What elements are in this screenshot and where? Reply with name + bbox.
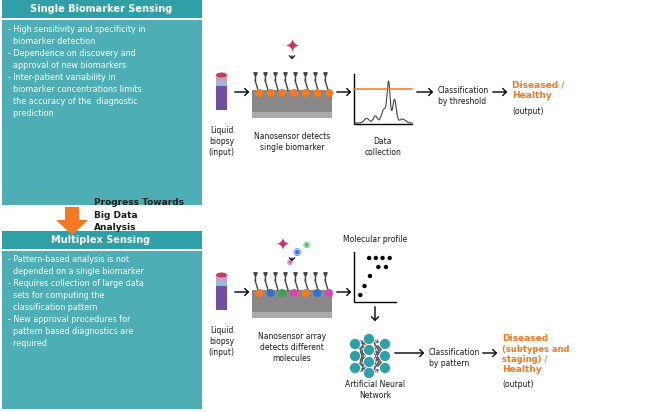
Bar [216, 75, 227, 110]
Bar [2, 251, 202, 409]
Polygon shape [56, 220, 88, 235]
Circle shape [302, 89, 310, 97]
Bar [252, 110, 332, 118]
Circle shape [362, 284, 367, 288]
Circle shape [314, 289, 321, 297]
Text: Data
collection: Data collection [364, 137, 401, 157]
Bar [216, 281, 227, 286]
Text: (subtypes and: (subtypes and [502, 345, 570, 354]
Text: Progress Towards
Big Data
Analysis: Progress Towards Big Data Analysis [94, 198, 184, 232]
Circle shape [350, 363, 360, 374]
Bar [65, 207, 79, 220]
Circle shape [364, 368, 374, 379]
Bar [252, 290, 332, 312]
Text: Classification
by threshold: Classification by threshold [438, 86, 489, 106]
Bar [2, 20, 202, 205]
Circle shape [379, 339, 391, 349]
Circle shape [290, 89, 298, 97]
Text: (output): (output) [502, 380, 533, 389]
Circle shape [364, 344, 374, 356]
Text: Multiplex Sensing: Multiplex Sensing [51, 235, 150, 245]
Circle shape [376, 265, 381, 269]
Circle shape [325, 89, 333, 97]
Circle shape [374, 256, 378, 260]
Ellipse shape [216, 73, 227, 77]
Circle shape [387, 256, 392, 260]
Circle shape [350, 351, 360, 361]
Bar [216, 286, 227, 310]
Circle shape [350, 339, 360, 349]
Bar [2, 231, 202, 249]
Circle shape [358, 293, 362, 297]
Bar [216, 81, 227, 86]
Circle shape [364, 356, 374, 368]
Text: Healthy: Healthy [502, 365, 542, 374]
Circle shape [302, 289, 310, 297]
Text: Nanosensor array
detects different
molecules: Nanosensor array detects different molec… [258, 332, 326, 363]
Circle shape [325, 289, 333, 297]
Text: Liquid
biopsy
(input): Liquid biopsy (input) [209, 326, 234, 357]
Circle shape [380, 256, 385, 260]
Circle shape [279, 89, 286, 97]
Circle shape [290, 289, 298, 297]
Bar [252, 90, 332, 112]
Text: Molecular profile: Molecular profile [343, 235, 407, 244]
Text: Artificial Neural
Network: Artificial Neural Network [345, 380, 405, 400]
Text: Healthy: Healthy [512, 91, 552, 100]
Circle shape [267, 289, 275, 297]
Text: Classification
by pattern: Classification by pattern [429, 348, 480, 368]
Circle shape [367, 256, 372, 260]
Bar [216, 86, 227, 110]
Text: ✦: ✦ [275, 237, 289, 255]
Text: ◉: ◉ [293, 247, 301, 257]
Circle shape [379, 363, 391, 374]
Text: (output): (output) [512, 107, 543, 116]
Text: ◉: ◉ [287, 259, 293, 265]
Text: ✦: ✦ [284, 39, 300, 57]
Bar [216, 275, 227, 310]
Circle shape [279, 289, 286, 297]
Text: ◉: ◉ [302, 239, 310, 248]
Text: staging) /: staging) / [502, 355, 547, 364]
Text: Liquid
biopsy
(input): Liquid biopsy (input) [209, 126, 234, 157]
Circle shape [364, 333, 374, 344]
Circle shape [379, 351, 391, 361]
Circle shape [383, 265, 388, 269]
Bar [2, 0, 202, 18]
Ellipse shape [216, 272, 227, 278]
Circle shape [255, 89, 263, 97]
Bar [252, 310, 332, 318]
Text: Diseased /: Diseased / [512, 80, 564, 89]
Circle shape [368, 274, 372, 278]
Text: Nanosensor detects
single biomarker: Nanosensor detects single biomarker [254, 132, 330, 152]
Circle shape [255, 289, 263, 297]
Text: - High sensitivity and specificity in
  biomarker detection
- Dependence on disc: - High sensitivity and specificity in bi… [8, 25, 145, 117]
Text: Diseased: Diseased [502, 334, 548, 343]
Circle shape [267, 89, 275, 97]
Circle shape [314, 89, 321, 97]
Text: - Pattern-based analysis is not
  depended on a single biomarker
- Requires coll: - Pattern-based analysis is not depended… [8, 255, 144, 348]
Text: Single Biomarker Sensing: Single Biomarker Sensing [30, 4, 172, 14]
